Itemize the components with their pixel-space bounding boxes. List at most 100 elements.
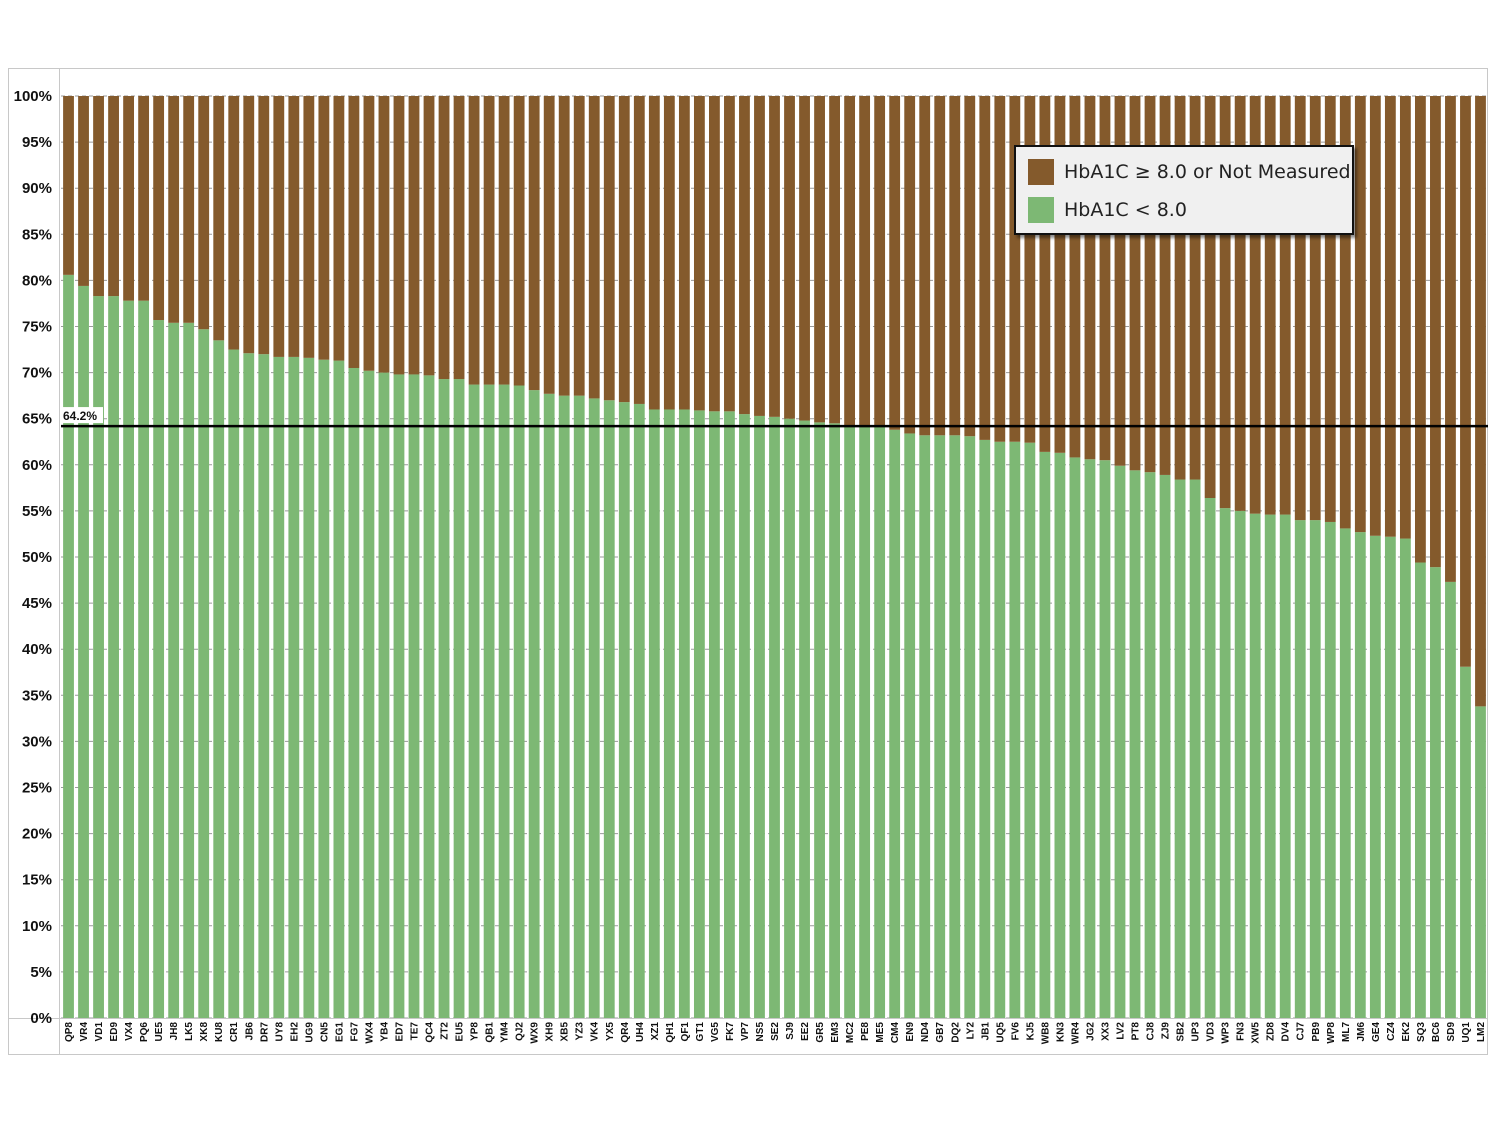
bar-segment-low-pe8 [859,426,871,1018]
x-tick-label: EM3 [830,1022,841,1043]
bar-segment-low-ym4 [498,384,510,1018]
x-tick-label: UG9 [304,1022,315,1043]
bar-segment-low-jm6 [1354,532,1366,1018]
bar-segment-low-jg2 [1084,459,1096,1018]
y-tick-label: 5% [30,964,52,981]
bar-segment-high-te7 [408,96,420,375]
bar-segment-high-eh2 [288,96,300,357]
bar-segment-high-pq6 [138,96,150,301]
x-tick-label: BC6 [1431,1022,1442,1042]
x-tick-label: YB4 [379,1022,390,1042]
bar-segment-low-xb5 [558,395,570,1018]
x-tick-label: ZJ9 [1161,1022,1172,1040]
reference-line-group: 64.2% [61,407,1488,428]
bar-segment-high-qh1 [663,96,675,410]
legend-label-low: HbA1C < 8.0 [1064,199,1187,221]
bar-segment-low-jb1 [979,439,991,1018]
bar-segment-low-te7 [408,374,420,1019]
bar-segment-low-ue5 [153,320,165,1018]
bar-segment-high-cm4 [889,96,901,430]
bar-segment-low-uq5 [994,441,1006,1018]
legend: HbA1C ≥ 8.0 or Not Measured HbA1C < 8.0 [1014,145,1354,235]
bar-segment-low-cj8 [1144,472,1156,1018]
reference-line-label: 64.2% [63,409,97,423]
bar-segment-high-lm2 [1475,96,1486,707]
bar-segment-low-wx4 [363,370,375,1019]
y-tick-label: 70% [22,365,52,382]
x-tick-label: FN3 [1236,1022,1247,1041]
bar-segment-high-ek2 [1399,96,1411,539]
bar-segment-high-pt8 [1129,96,1141,471]
bar-segment-high-se2 [769,96,780,417]
x-tick-label: LY2 [965,1022,976,1040]
bar-segment-high-xb5 [558,96,570,396]
bar-segment-high-uq1 [1460,96,1471,667]
bar-segment-high-uh4 [633,96,645,404]
bar-segment-high-dr7 [258,96,270,355]
bar-segment-low-xw5 [1249,513,1261,1018]
bar-segment-high-en9 [904,96,916,434]
bar-segment-low-sd9 [1445,581,1456,1018]
x-tick-label: XB5 [560,1022,571,1042]
bar-segment-high-dv4 [1279,96,1291,515]
bar-segment-high-yb4 [378,96,390,373]
bar-segment-high-xk8 [198,96,210,330]
x-tick-label: SE2 [770,1022,781,1041]
bar-segment-high-qb1 [483,96,495,385]
bar-segment-low-lv2 [1114,465,1126,1018]
y-tick-label: 85% [22,226,52,243]
bar-segment-high-mc2 [844,96,856,427]
y-tick-label: 95% [22,134,52,151]
bar-segment-low-qf1 [678,409,690,1019]
y-tick-label: 55% [22,503,52,520]
x-tick-label: EK2 [1401,1022,1412,1042]
bar-segment-low-xz1 [648,409,660,1019]
legend-item-high: HbA1C ≥ 8.0 or Not Measured [1028,158,1351,186]
legend-swatch-high [1028,159,1054,185]
bar-segment-high-me5 [874,96,886,427]
bar-segment-high-ee2 [799,96,810,421]
bar-segment-high-bc6 [1430,96,1441,568]
bar-segment-high-lv2 [1114,96,1126,466]
x-tick-label: EG1 [334,1022,345,1042]
bar-segment-low-ge4 [1369,535,1381,1018]
bar-segment-high-cz4 [1384,96,1396,537]
x-tick-label: ME5 [875,1022,886,1043]
bar-segment-high-jb6 [243,96,255,354]
x-tick-label: VD1 [94,1022,105,1042]
bar-segment-high-vk4 [588,96,600,399]
x-tick-label: WR4 [1070,1022,1081,1045]
y-tick-label: 45% [22,595,52,612]
x-tick-label: XX3 [1100,1022,1111,1041]
bar-segment-high-zt2 [438,96,450,380]
bar-segment-low-pq6 [138,300,150,1019]
bar-segment-high-ml7 [1339,96,1351,529]
bar-segment-low-dr7 [258,354,270,1018]
bar-segment-low-ee2 [799,420,810,1018]
bar-segment-high-jg2 [1084,96,1096,460]
x-tick-label: WX9 [530,1022,541,1044]
bar-segment-high-gt1 [693,96,705,411]
bar-segment-high-ly2 [964,96,976,437]
bar-segment-low-zt2 [438,379,450,1019]
x-tick-label: GB7 [935,1022,946,1043]
bar-segment-high-pe8 [859,96,871,427]
x-tick-label: JB1 [980,1022,991,1041]
bar-segment-low-cn5 [318,359,330,1018]
x-tick-label: DR7 [259,1022,270,1042]
x-tick-label: XZ1 [650,1022,661,1041]
bar-segment-high-yx5 [603,96,615,401]
x-tick-label: PB9 [1311,1022,1322,1042]
x-tick-label: ZT2 [440,1022,451,1040]
bar-segment-low-ek2 [1399,538,1411,1018]
x-tick-label: EN9 [905,1022,916,1042]
bar-segment-low-ku8 [213,340,225,1019]
bar-segment-high-ed7 [393,96,405,375]
bar-segment-high-fk7 [724,96,735,412]
x-tick-label: YP8 [470,1022,481,1041]
bar-segment-low-fk7 [724,411,735,1019]
x-tick-label: SQ3 [1416,1022,1427,1042]
y-axis-ticks: 0% 5% 10% 15% 20% 25% 30% 35% 40% 45% 50% 55% 60% 65%… [14,88,52,1027]
x-tick-label: GT1 [695,1022,706,1042]
bar-segment-low-en9 [904,433,916,1018]
